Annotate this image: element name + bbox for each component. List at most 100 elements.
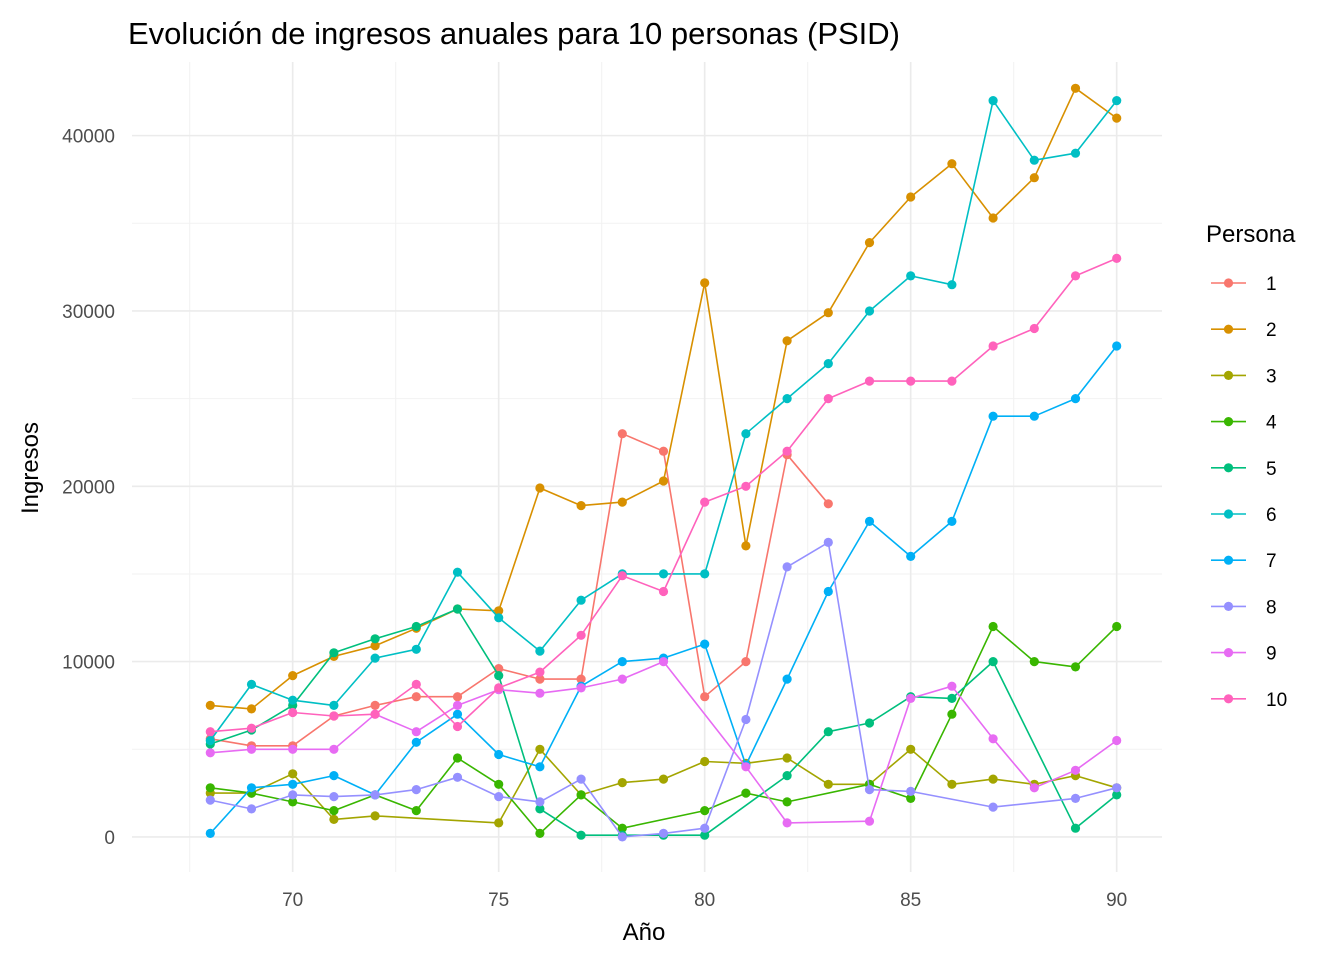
data-point (823, 537, 833, 548)
data-point (494, 606, 504, 616)
data-point (617, 832, 627, 842)
data-point (452, 772, 463, 782)
legend-item-6: 6 (1211, 505, 1277, 526)
data-point (1070, 148, 1081, 158)
data-point (1029, 173, 1039, 183)
data-point (700, 806, 710, 816)
data-point (700, 569, 710, 579)
data-point (288, 695, 298, 705)
data-point (288, 769, 298, 779)
data-point (823, 586, 833, 597)
data-point (205, 700, 215, 711)
data-point (988, 411, 998, 421)
data-point (1029, 783, 1039, 793)
series-10 (205, 253, 1122, 737)
data-point (658, 586, 669, 597)
series-5 (205, 604, 1122, 840)
data-point (906, 376, 916, 386)
data-point (452, 604, 463, 614)
legend-marker (1223, 601, 1234, 612)
legend-marker (1223, 463, 1234, 473)
data-point (617, 674, 627, 684)
data-point (1070, 793, 1081, 804)
data-point (947, 516, 957, 527)
data-point (700, 278, 710, 288)
data-point (1112, 341, 1122, 351)
legend-marker (1223, 417, 1234, 427)
data-point (658, 476, 669, 486)
legend-item-5: 5 (1211, 459, 1277, 480)
data-point (370, 700, 380, 711)
data-point (411, 727, 421, 737)
x-tick-label: 80 (694, 890, 715, 911)
data-point (988, 341, 998, 351)
data-point (947, 280, 957, 290)
data-point (617, 497, 627, 507)
data-point (700, 823, 710, 833)
data-point (658, 569, 669, 579)
data-point (947, 779, 957, 789)
data-point (782, 674, 792, 684)
legend-label: 4 (1266, 413, 1277, 434)
data-point (288, 790, 298, 800)
data-point (329, 806, 339, 816)
data-point (658, 446, 669, 456)
data-point (906, 551, 916, 562)
legend-item-3: 3 (1211, 366, 1277, 387)
data-point (411, 785, 421, 795)
data-point (452, 700, 463, 711)
data-point (576, 683, 586, 693)
legend-marker (1223, 694, 1234, 704)
data-point (246, 804, 257, 814)
legend-label: 2 (1266, 320, 1277, 341)
data-point (329, 792, 339, 802)
legend-item-10: 10 (1211, 690, 1287, 711)
legend-label: 3 (1266, 366, 1277, 387)
legend-marker (1223, 324, 1234, 334)
data-point (329, 648, 339, 658)
data-point (1029, 657, 1039, 667)
data-point (576, 774, 586, 784)
data-point (494, 792, 504, 802)
data-point (1112, 790, 1122, 800)
chart-title: Evolución de ingresos anuales para 10 pe… (128, 16, 900, 51)
data-point (906, 271, 916, 281)
y-tick-label: 10000 (62, 653, 115, 674)
data-point (1112, 113, 1122, 123)
y-tick-label: 40000 (62, 127, 115, 148)
data-point (741, 762, 751, 772)
x-axis: 70 75 80 85 90 (282, 890, 1127, 911)
data-point (1112, 735, 1122, 746)
y-axis: 0 10000 20000 30000 40000 (62, 127, 115, 849)
data-point (411, 679, 421, 690)
legend-label: 7 (1266, 551, 1277, 572)
data-point (288, 797, 298, 807)
data-point (906, 744, 916, 754)
data-point (988, 734, 998, 744)
data-point (1029, 411, 1039, 421)
legend-item-8: 8 (1211, 597, 1277, 618)
data-point (205, 727, 215, 737)
data-point (700, 692, 710, 702)
legend-label: 6 (1266, 505, 1277, 526)
data-point (535, 762, 545, 772)
y-tick-label: 20000 (62, 477, 115, 498)
legend-marker (1223, 509, 1234, 519)
data-point (1029, 323, 1039, 334)
data-point (370, 811, 380, 821)
data-point (576, 595, 586, 605)
legend: Persona 1 2 3 4 5 6 7 8 9 10 (1206, 221, 1296, 711)
data-point (782, 818, 792, 828)
data-point (411, 737, 421, 747)
data-point (576, 790, 586, 800)
x-tick-label: 75 (488, 890, 509, 911)
data-point (741, 429, 751, 439)
data-point (700, 756, 710, 767)
legend-label: 1 (1266, 274, 1277, 295)
legend-title: Persona (1206, 221, 1296, 248)
data-point (288, 744, 298, 754)
data-point (329, 711, 339, 721)
data-point (1070, 662, 1081, 672)
data-point (452, 692, 463, 702)
legend-label: 9 (1266, 644, 1277, 665)
